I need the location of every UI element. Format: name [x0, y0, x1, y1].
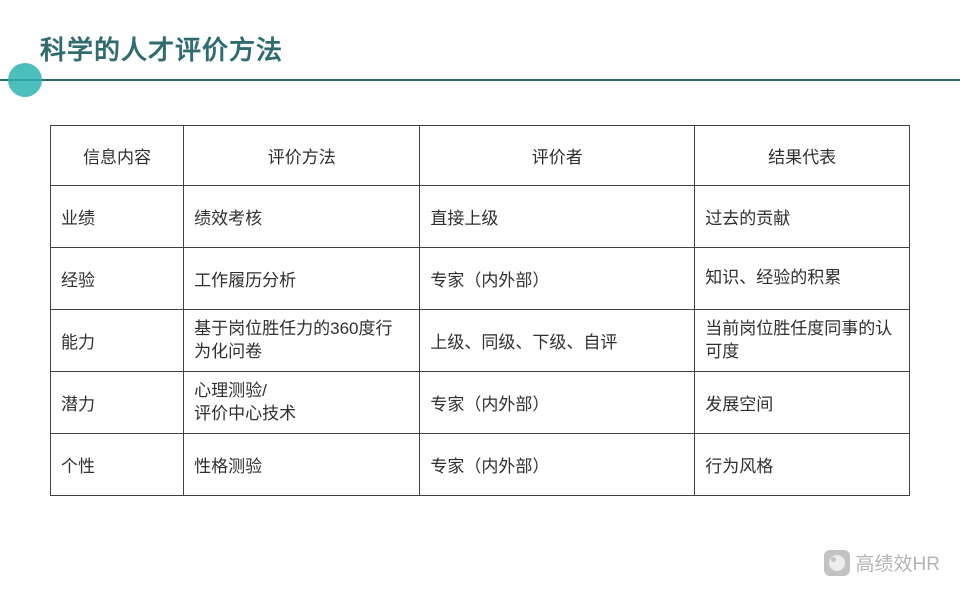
cell: 专家（内外部）: [420, 434, 695, 496]
wechat-icon: [824, 550, 850, 576]
cell: 性格测验: [184, 434, 420, 496]
cell: 发展空间: [695, 372, 910, 434]
table-header-row: 信息内容 评价方法 评价者 结果代表: [51, 126, 910, 186]
cell: 过去的贡献: [695, 186, 910, 248]
cell: 个性: [51, 434, 184, 496]
cell: 基于岗位胜任力的360度行为化问卷: [184, 310, 420, 372]
evaluation-table: 信息内容 评价方法 评价者 结果代表 业绩 绩效考核 直接上级 过去的贡献 经验…: [50, 125, 910, 496]
th-method: 评价方法: [184, 126, 420, 186]
cell: 上级、同级、下级、自评: [420, 310, 695, 372]
table-row: 经验 工作履历分析 专家（内外部） 知识、经验的积累: [51, 248, 910, 310]
cell: 绩效考核: [184, 186, 420, 248]
cell: 当前岗位胜任度同事的认可度: [695, 310, 910, 372]
cell: 专家（内外部）: [420, 248, 695, 310]
cell: 知识、经验的积累: [695, 248, 910, 310]
title-underline: [0, 79, 960, 81]
page-title: 科学的人才评价方法: [40, 30, 960, 67]
watermark: 高绩效HR: [824, 549, 940, 576]
table-container: 信息内容 评价方法 评价者 结果代表 业绩 绩效考核 直接上级 过去的贡献 经验…: [0, 75, 960, 496]
cell: 潜力: [51, 372, 184, 434]
title-bar: 科学的人才评价方法: [0, 0, 960, 75]
cell: 能力: [51, 310, 184, 372]
cell: 直接上级: [420, 186, 695, 248]
cell: 经验: [51, 248, 184, 310]
watermark-text: 高绩效HR: [856, 549, 940, 576]
th-info-content: 信息内容: [51, 126, 184, 186]
table-row: 个性 性格测验 专家（内外部） 行为风格: [51, 434, 910, 496]
table-row: 潜力 心理测验/评价中心技术 专家（内外部） 发展空间: [51, 372, 910, 434]
cell: 专家（内外部）: [420, 372, 695, 434]
cell: 业绩: [51, 186, 184, 248]
table-row: 能力 基于岗位胜任力的360度行为化问卷 上级、同级、下级、自评 当前岗位胜任度…: [51, 310, 910, 372]
th-result: 结果代表: [695, 126, 910, 186]
cell: 行为风格: [695, 434, 910, 496]
title-circle-decoration: [8, 63, 42, 97]
cell: 心理测验/评价中心技术: [184, 372, 420, 434]
table-row: 业绩 绩效考核 直接上级 过去的贡献: [51, 186, 910, 248]
th-evaluator: 评价者: [420, 126, 695, 186]
cell: 工作履历分析: [184, 248, 420, 310]
